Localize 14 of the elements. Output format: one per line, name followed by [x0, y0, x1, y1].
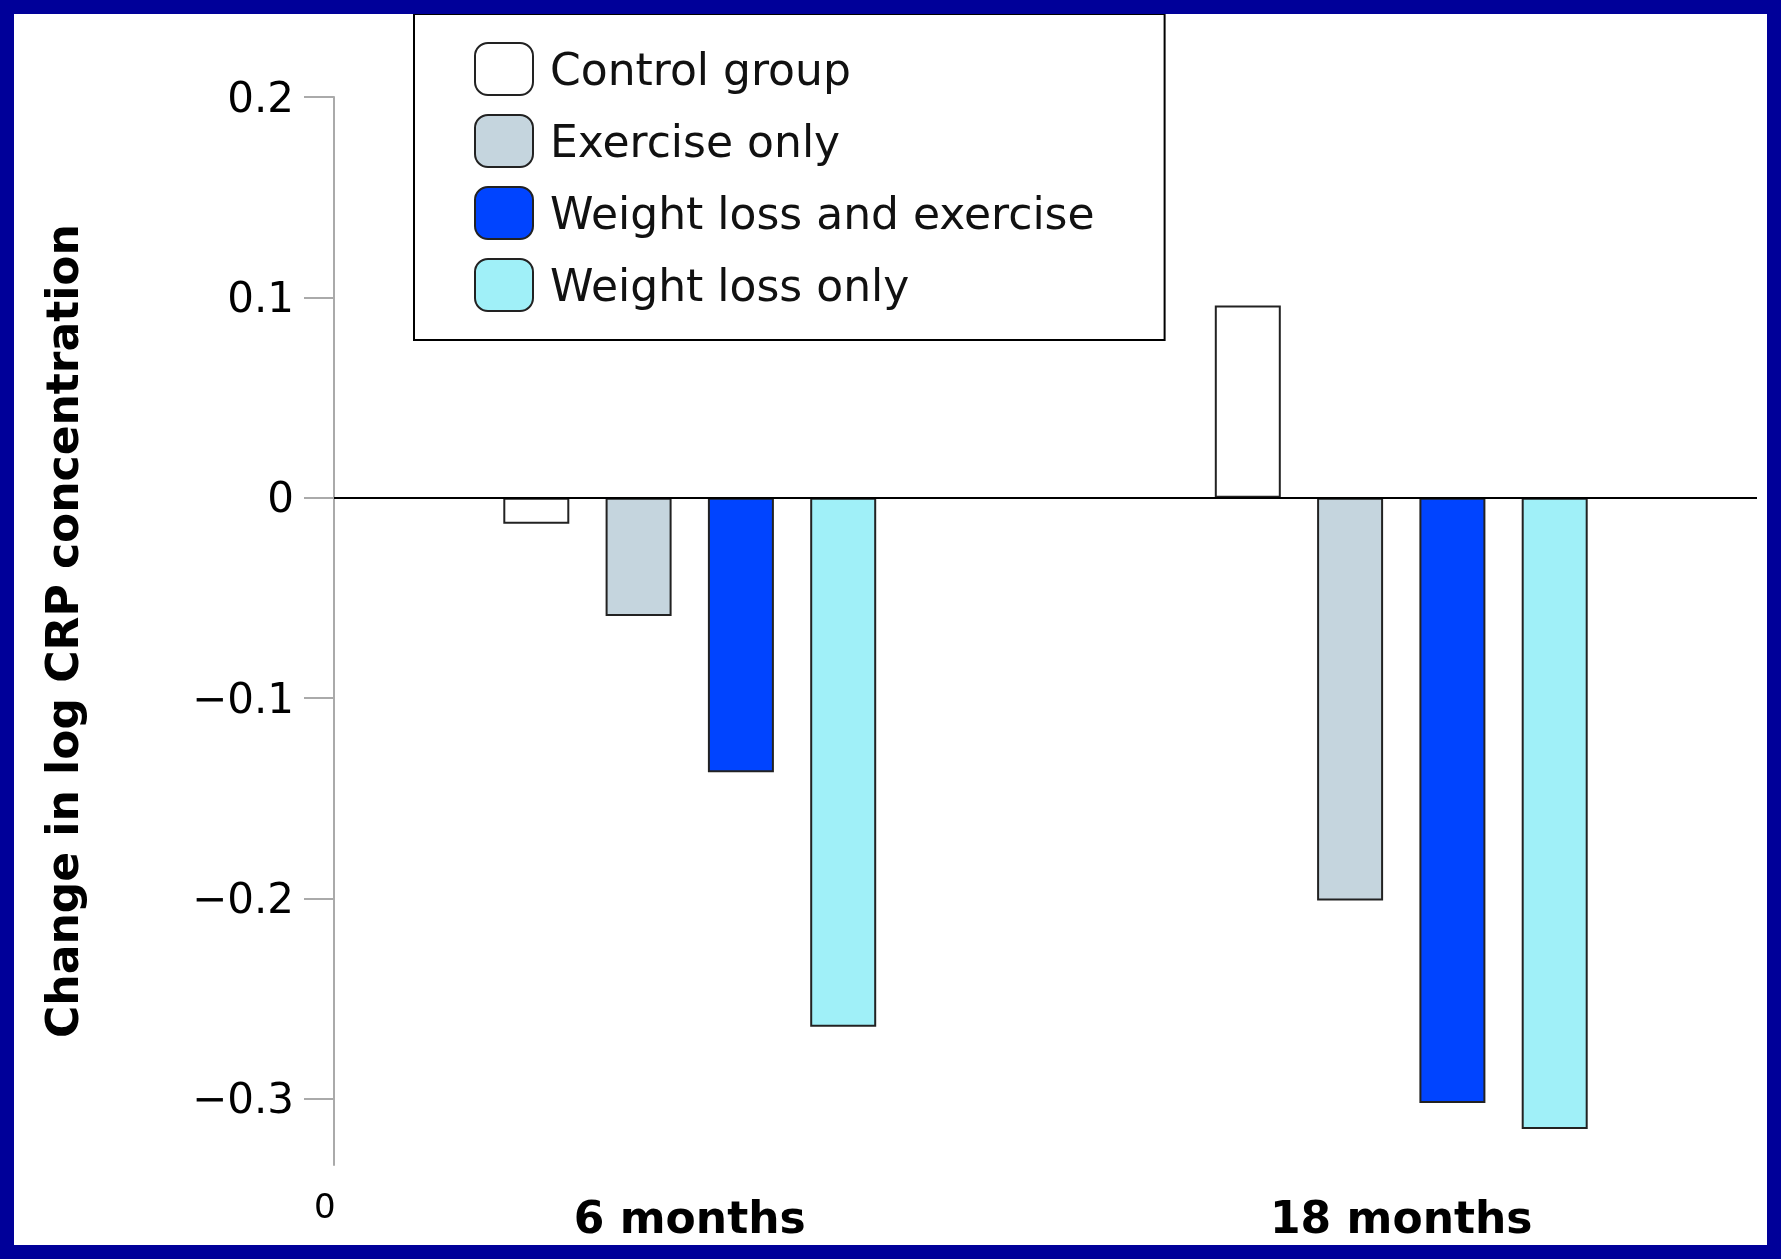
y-tick-label: 0.1: [227, 272, 294, 322]
y-tick-label: −0.2: [192, 874, 294, 923]
y-tick-label: −0.3: [192, 1074, 294, 1124]
y-tick-label: −0.1: [192, 673, 294, 723]
legend-label: Exercise only: [550, 115, 841, 167]
y-axis-title: Change in log CRP concentration: [36, 224, 88, 1038]
legend-label: Weight loss and exercise: [550, 187, 1095, 239]
x-tick-label: 6 months: [573, 1191, 806, 1243]
y-tick-label: 0.2: [227, 72, 294, 122]
text: 0: [314, 1186, 336, 1226]
y-tick-label: 0: [267, 473, 294, 523]
x-tick-label: 18 months: [1270, 1191, 1533, 1243]
legend-label: Weight loss only: [550, 259, 910, 311]
legend-label: Control group: [550, 43, 851, 95]
